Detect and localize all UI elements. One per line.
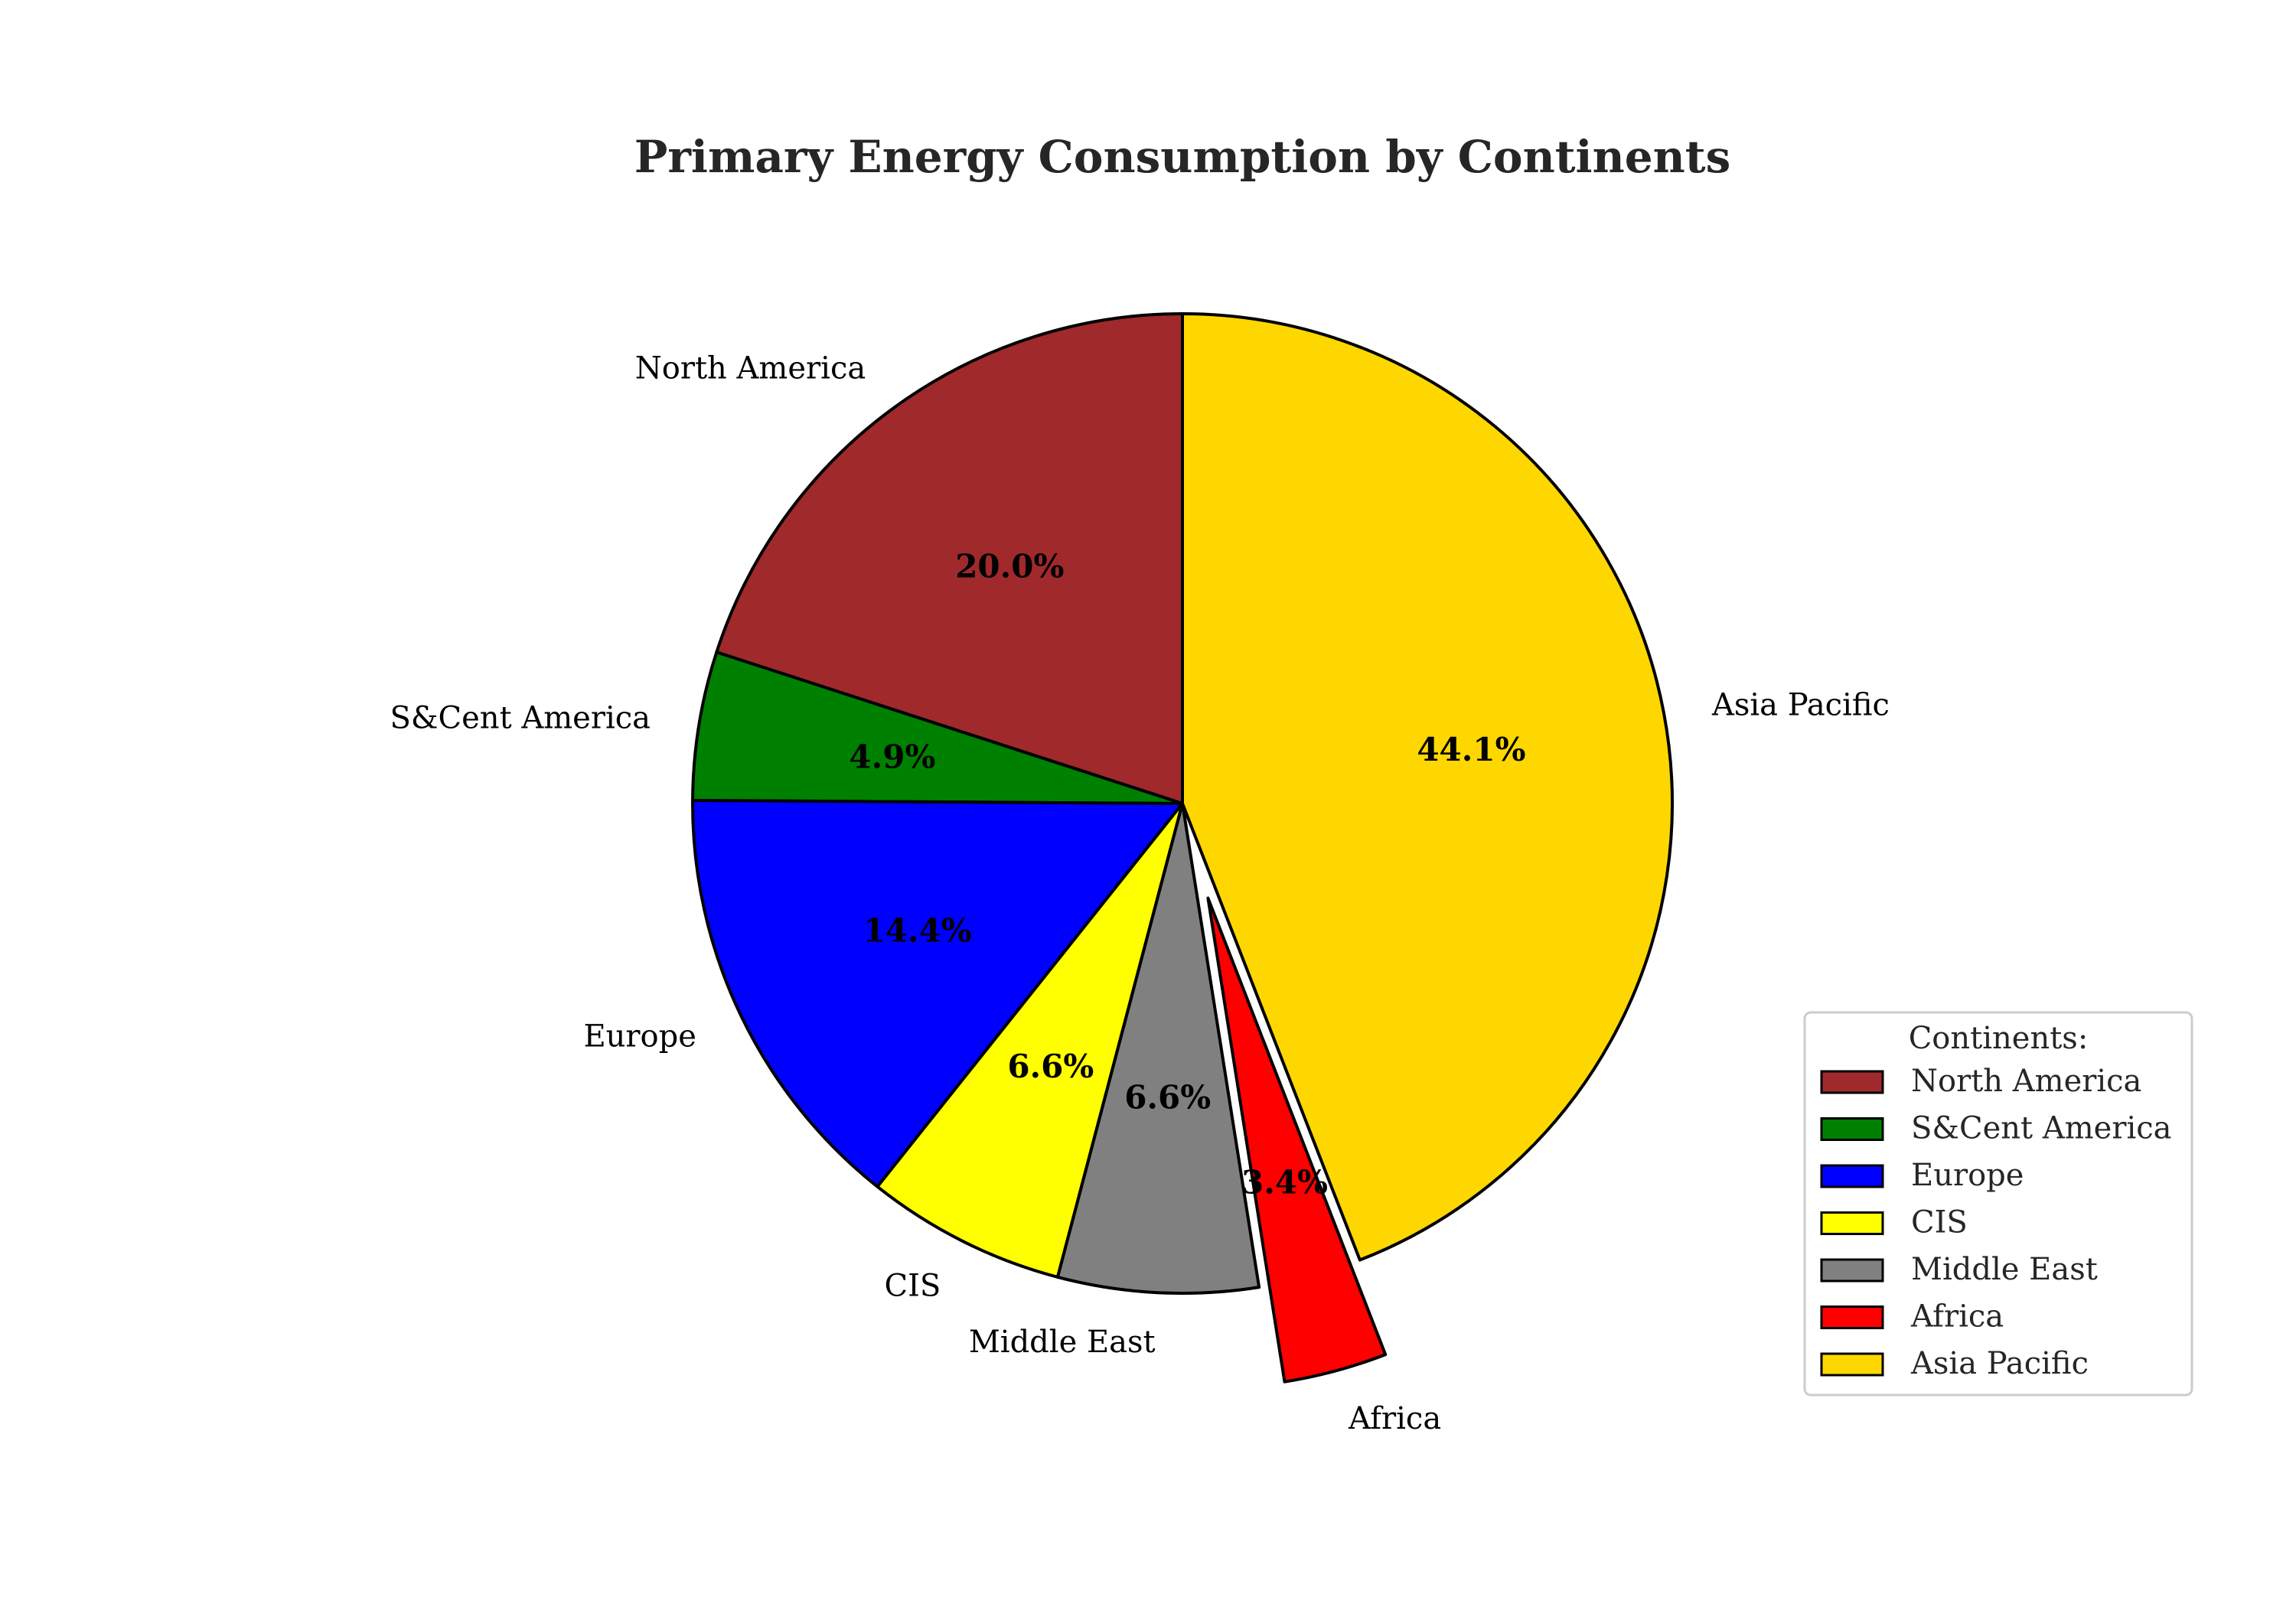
legend-label-s-cent-america: S&Cent America (1911, 1111, 2172, 1146)
legend-title: Continents: (1909, 1021, 2089, 1056)
legend-label-north-america: North America (1911, 1064, 2141, 1099)
pie-slice-europe (691, 798, 1184, 1188)
pie-slice-north-america (715, 312, 1184, 805)
legend-label-africa: Africa (1910, 1299, 2004, 1335)
legend-label-middle-east: Middle East (1911, 1252, 2098, 1287)
legend-swatch-cis (1820, 1211, 1884, 1235)
slice-labels: North America S&Cent America Europe CIS Midd… (390, 350, 1890, 1436)
percent-labels: 20.0% 4.9% 14.4% 6.6% 6.6% 3.4% 44.1% (849, 547, 1525, 1201)
legend-swatch-asia-pacific (1820, 1352, 1884, 1377)
slice-label-cis: CIS (885, 1268, 941, 1303)
legend-swatch-middle-east (1820, 1258, 1884, 1283)
percent-label-asia-pacific: 44.1% (1417, 731, 1525, 768)
legend-swatch-north-america (1820, 1070, 1884, 1094)
chart-title: Primary Energy Consumption by Continents (634, 131, 1731, 183)
legend-label-cis: CIS (1911, 1205, 1968, 1240)
legend-label-asia-pacific: Asia Pacific (1910, 1346, 2089, 1381)
percent-label-north-america: 20.0% (955, 547, 1064, 585)
percent-label-cis: 6.6% (1007, 1048, 1094, 1085)
slice-label-europe: Europe (583, 1019, 696, 1054)
legend: Continents: North America S&Cent America E… (1803, 1011, 2193, 1397)
slice-label-middle-east: Middle East (969, 1325, 1156, 1360)
percent-label-europe: 14.4% (863, 912, 971, 950)
legend-frame (1803, 1011, 2193, 1397)
legend-swatch-africa (1820, 1305, 1884, 1329)
slice-label-s-cent-america: S&Cent America (390, 701, 651, 736)
percent-label-middle-east: 6.6% (1124, 1079, 1211, 1116)
pie-slice-africa (1206, 896, 1388, 1384)
pie-slice-asia-pacific (1181, 312, 1675, 1262)
slice-label-africa: Africa (1348, 1401, 1441, 1436)
legend-entries: North America S&Cent America Europe CIS Midd… (1820, 1064, 2172, 1381)
pie-slice-cis (876, 802, 1184, 1279)
pie-slices (691, 312, 1675, 1384)
slice-label-asia-pacific: Asia Pacific (1711, 687, 1890, 722)
slice-label-north-america: North America (635, 350, 866, 386)
legend-label-europe: Europe (1911, 1158, 2024, 1193)
percent-label-s-cent-america: 4.9% (849, 738, 935, 776)
pie-slice-s-cent-america (691, 650, 1184, 805)
percent-label-africa: 3.4% (1241, 1163, 1328, 1201)
legend-swatch-s-cent-america (1820, 1117, 1884, 1141)
pie-slice-middle-east (1055, 802, 1261, 1295)
legend-swatch-europe (1820, 1164, 1884, 1188)
